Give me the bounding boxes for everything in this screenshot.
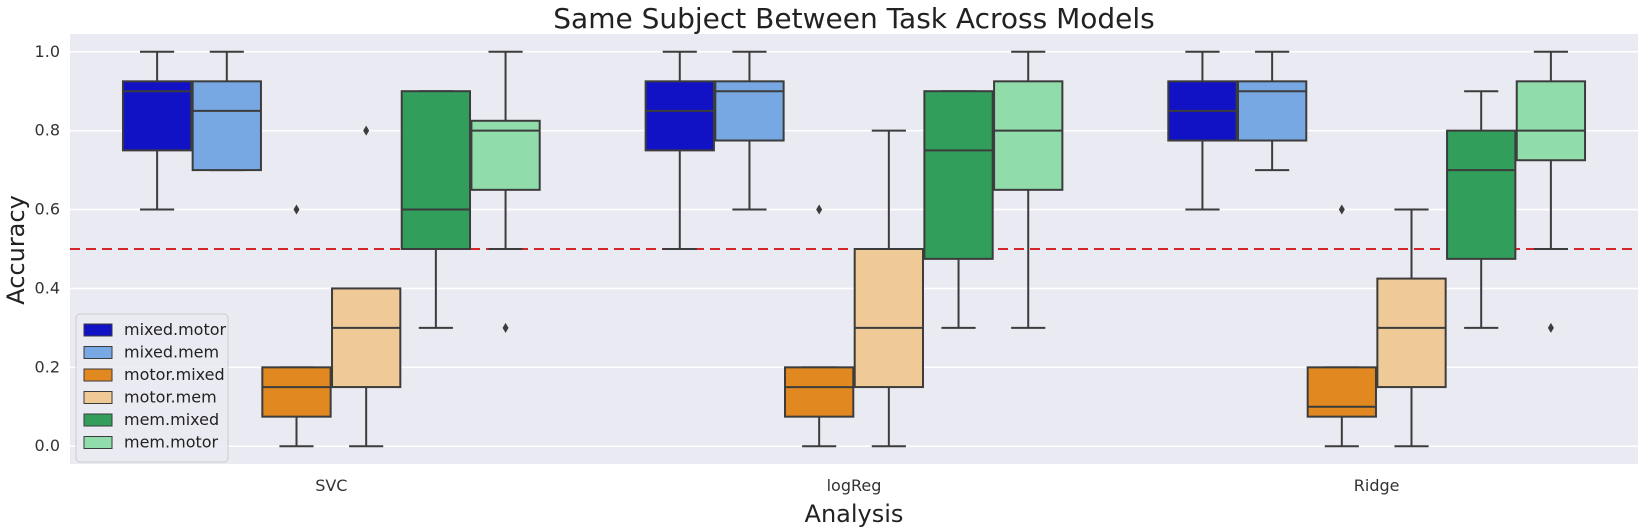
box-body <box>400 90 472 251</box>
box-motor.mixed-Ridge <box>1306 204 1377 448</box>
legend-swatch <box>83 413 113 427</box>
box-mem.mixed-logReg <box>923 90 994 329</box>
y-tick-labels: 0.0 0.2 0.4 0.6 0.8 1.0 <box>35 42 60 455</box>
box-motor.mem-logReg <box>853 129 924 448</box>
box-body <box>121 80 193 152</box>
chart-title: Same Subject Between Task Across Models <box>553 2 1154 35</box>
x-axis-label: Analysis <box>805 500 904 528</box>
box-mem.motor-logReg <box>993 50 1064 329</box>
legend-swatch <box>83 436 113 449</box>
outlier-point <box>293 204 300 215</box>
outlier-point <box>816 204 823 215</box>
box-mem.motor-Ridge <box>1515 50 1587 333</box>
box-body <box>644 80 715 152</box>
legend-label: motor.mem <box>124 388 217 407</box>
box-motor.mem-Ridge <box>1376 208 1447 448</box>
outlier-point <box>1547 322 1554 333</box>
y-tick-label: 0.6 <box>35 200 60 219</box>
box-body <box>191 80 262 172</box>
x-tick-label: SVC <box>315 476 347 495</box>
box-mem.motor-SVC <box>470 50 541 333</box>
box-mem.mixed-SVC <box>400 90 472 329</box>
legend-label: mixed.mem <box>124 343 219 362</box>
box-motor.mixed-SVC <box>261 204 332 448</box>
box-body <box>331 287 402 389</box>
box-mem.mixed-Ridge <box>1446 90 1517 329</box>
box-body <box>993 80 1064 191</box>
box-body <box>923 90 994 260</box>
boxes-group <box>121 50 1587 448</box>
box-mixed.motor-logReg <box>644 50 715 250</box>
y-tick-label: 0.4 <box>35 278 60 297</box>
box-body <box>1376 277 1447 389</box>
legend: mixed.motor mixed.mem motor.mixed motor.mem… <box>75 313 229 463</box>
box-body <box>1446 129 1517 260</box>
box-body <box>1515 80 1587 162</box>
box-body <box>1306 366 1377 418</box>
legend-label: mem.motor <box>124 433 219 452</box>
box-mixed.mem-Ridge <box>1236 50 1308 172</box>
legend-swatch <box>83 346 113 359</box>
box-motor.mixed-logReg <box>784 204 855 448</box>
box-body <box>784 366 855 418</box>
box-mixed.mem-SVC <box>191 50 262 172</box>
box-mixed.mem-logReg <box>714 50 785 211</box>
outlier-point <box>1338 204 1345 215</box>
x-tick-label: Ridge <box>1354 476 1400 495</box>
legend-label: mixed.motor <box>124 320 227 339</box>
box-mixed.motor-Ridge <box>1167 50 1238 211</box>
box-body <box>261 366 332 418</box>
legend-label: motor.mixed <box>124 365 225 384</box>
legend-swatch <box>83 391 113 404</box>
legend-frame <box>75 313 229 463</box>
outlier-point <box>363 125 370 136</box>
box-body <box>470 119 541 191</box>
y-tick-label: 0.8 <box>35 121 60 140</box>
y-tick-label: 1.0 <box>35 42 60 61</box>
y-axis-label: Accuracy <box>2 195 30 305</box>
x-tick-label: logReg <box>827 476 882 495</box>
y-tick-label: 0.2 <box>35 357 60 376</box>
outlier-point <box>502 322 509 333</box>
legend-swatch <box>83 368 113 382</box>
legend-label: mem.mixed <box>124 410 219 429</box>
box-motor.mem-SVC <box>331 125 402 448</box>
box-body <box>853 248 924 389</box>
y-tick-label: 0.0 <box>35 436 60 455</box>
x-tick-labels: SVC logReg Ridge <box>315 476 1399 495</box>
legend-swatch <box>83 323 113 337</box>
box-mixed.motor-SVC <box>121 50 193 211</box>
